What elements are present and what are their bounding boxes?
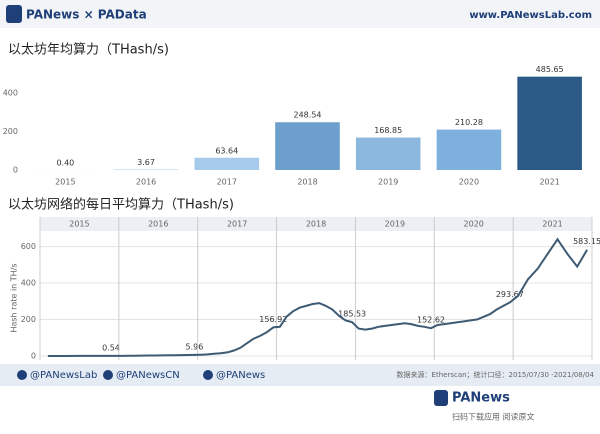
bar	[436, 129, 502, 170]
handle: @PANewsCN	[116, 370, 180, 381]
y-tick-label: 400	[21, 279, 36, 288]
line-series	[47, 237, 588, 357]
icon	[103, 370, 113, 380]
y-tick-label: 200	[3, 127, 18, 136]
brand-icon	[434, 390, 448, 406]
brand: PANews	[452, 391, 510, 406]
y-tick-label: 200	[21, 315, 36, 324]
x-tick-label: 2020	[459, 178, 479, 187]
logo: PANews × PAData	[26, 8, 147, 22]
panel-label: 2021	[542, 220, 562, 229]
x-tick-label: 2021	[539, 178, 559, 187]
panel-label: 2015	[69, 220, 89, 229]
chart-title: 以太坊年均算力（THash/s)	[8, 43, 169, 58]
x-tick-label: 2015	[55, 178, 75, 187]
y-tick-label: 400	[3, 89, 18, 98]
logo-icon	[6, 5, 22, 23]
bar	[517, 76, 582, 170]
annotation: 5.96	[186, 342, 204, 351]
panel-label: 2019	[385, 220, 405, 229]
data-label: 485.65	[536, 65, 564, 74]
annotation: 152.62	[417, 316, 445, 325]
y-tick-label: 0	[13, 166, 18, 175]
data-label: 210.28	[455, 118, 483, 127]
y-axis-label: Hash rate in TH/s	[10, 263, 19, 332]
x-tick-label: 2017	[217, 178, 237, 187]
annotation: 156.92	[259, 315, 287, 324]
x-tick-label: 2016	[136, 178, 156, 187]
icon	[17, 370, 27, 380]
x-tick-label: 2019	[378, 178, 398, 187]
footer-bar	[0, 364, 600, 386]
annotation: 185.53	[338, 310, 366, 319]
x-tick-label: 2018	[297, 178, 317, 187]
header-bar	[0, 0, 600, 28]
panel-header-bar	[40, 217, 592, 231]
annotation: 583.15	[573, 237, 600, 246]
panel-label: 2016	[148, 220, 168, 229]
bar	[355, 137, 421, 170]
panel-label: 2020	[464, 220, 484, 229]
y-tick-label: 600	[21, 242, 36, 251]
handle: @PANewsLab	[30, 370, 97, 381]
annotation: 293.67	[496, 290, 524, 299]
data-label: 0.40	[56, 158, 74, 167]
chart-title: 以太坊网络的每日平均算力（THash/s)	[8, 197, 234, 213]
y-tick-label: 0	[31, 352, 36, 361]
data-label: 168.85	[374, 126, 402, 135]
cta: 扫码下载应用 阅读原文	[452, 412, 535, 422]
icon	[203, 370, 213, 380]
bar	[113, 169, 179, 170]
bar	[194, 157, 260, 170]
annotation: 0.54	[102, 343, 120, 352]
data-label: 248.54	[294, 111, 322, 120]
source: 数据来源：Etherscan；统计口径：2015/07/30 -2021/08/…	[397, 370, 595, 379]
panel-label: 2017	[227, 220, 247, 229]
panel-label: 2018	[306, 220, 326, 229]
data-label: 3.67	[137, 158, 155, 167]
site: www.PANewsLab.com	[469, 10, 592, 21]
handle: @PANews	[216, 370, 265, 381]
data-label: 63.64	[215, 146, 238, 155]
bar	[275, 122, 340, 170]
